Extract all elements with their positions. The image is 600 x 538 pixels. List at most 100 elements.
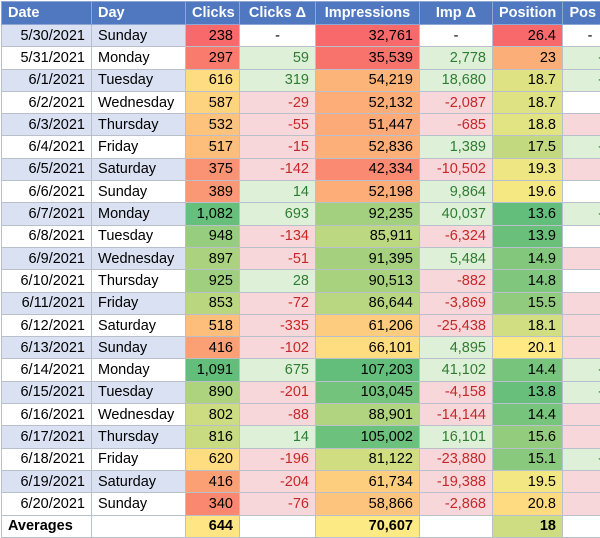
header-row: Date Day Clicks Clicks Δ Impressions Imp… xyxy=(2,2,600,25)
date-cell: 6/5/2021 xyxy=(2,158,92,180)
impressions-cell: 61,206 xyxy=(316,314,420,336)
averages-pos-delta-empty xyxy=(563,515,600,537)
date-cell: 6/2/2021 xyxy=(2,91,92,113)
header-imp-delta: Imp Δ xyxy=(420,2,493,25)
pos-delta-cell: 0 xyxy=(563,181,600,203)
impressions-cell: 85,911 xyxy=(316,225,420,247)
imp-delta-cell: -23,880 xyxy=(420,448,493,470)
imp-delta-cell: 1,389 xyxy=(420,136,493,158)
clicks-delta-cell: 675 xyxy=(240,359,316,381)
clicks-delta-cell: -88 xyxy=(240,404,316,426)
clicks-delta-cell: 319 xyxy=(240,69,316,91)
imp-delta-cell: 5,484 xyxy=(420,247,493,269)
clicks-cell: 587 xyxy=(186,91,240,113)
imp-delta-cell: -19,388 xyxy=(420,470,493,492)
date-cell: 6/13/2021 xyxy=(2,337,92,359)
imp-delta-cell: -14,144 xyxy=(420,404,493,426)
day-cell: Wednesday xyxy=(92,247,186,269)
date-cell: 5/30/2021 xyxy=(2,25,92,47)
date-cell: 6/6/2021 xyxy=(2,181,92,203)
clicks-cell: 620 xyxy=(186,448,240,470)
position-cell: 19.5 xyxy=(493,470,563,492)
header-clicks-delta: Clicks Δ xyxy=(240,2,316,25)
clicks-delta-cell: 14 xyxy=(240,426,316,448)
day-cell: Monday xyxy=(92,203,186,225)
clicks-cell: 238 xyxy=(186,25,240,47)
impressions-cell: 58,866 xyxy=(316,493,420,515)
position-cell: 14.4 xyxy=(493,404,563,426)
clicks-delta-cell: -102 xyxy=(240,337,316,359)
clicks-delta-cell: 28 xyxy=(240,270,316,292)
averages-day-empty xyxy=(92,515,186,537)
date-cell: 6/14/2021 xyxy=(2,359,92,381)
date-cell: 6/9/2021 xyxy=(2,247,92,269)
date-cell: 5/31/2021 xyxy=(2,47,92,69)
pos-delta-cell: 0 xyxy=(563,91,600,113)
date-cell: 6/12/2021 xyxy=(2,314,92,336)
clicks-cell: 925 xyxy=(186,270,240,292)
day-cell: Thursday xyxy=(92,114,186,136)
averages-position: 18 xyxy=(493,515,563,537)
position-cell: 19.6 xyxy=(493,181,563,203)
averages-impressions: 70,607 xyxy=(316,515,420,537)
clicks-delta-cell: -204 xyxy=(240,470,316,492)
pos-delta-cell: 1 xyxy=(563,247,600,269)
clicks-delta-cell: -196 xyxy=(240,448,316,470)
clicks-delta-cell: -15 xyxy=(240,136,316,158)
date-cell: 6/17/2021 xyxy=(2,426,92,448)
date-cell: 6/1/2021 xyxy=(2,69,92,91)
header-position: Position xyxy=(493,2,563,25)
averages-clicks: 644 xyxy=(186,515,240,537)
day-cell: Tuesday xyxy=(92,69,186,91)
date-cell: 6/19/2021 xyxy=(2,470,92,492)
pos-delta-cell: -1 xyxy=(563,381,600,403)
day-cell: Sunday xyxy=(92,337,186,359)
impressions-cell: 86,644 xyxy=(316,292,420,314)
clicks-cell: 340 xyxy=(186,493,240,515)
pos-delta-cell: -4 xyxy=(563,69,600,91)
imp-delta-cell: -3,869 xyxy=(420,292,493,314)
position-cell: 13.9 xyxy=(493,225,563,247)
position-cell: 18.8 xyxy=(493,114,563,136)
day-cell: Friday xyxy=(92,136,186,158)
impressions-cell: 35,539 xyxy=(316,47,420,69)
imp-delta-cell: 16,101 xyxy=(420,426,493,448)
clicks-cell: 517 xyxy=(186,136,240,158)
day-cell: Monday xyxy=(92,47,186,69)
pos-delta-cell: 1 xyxy=(563,493,600,515)
header-clicks: Clicks xyxy=(186,2,240,25)
date-cell: 6/20/2021 xyxy=(2,493,92,515)
clicks-delta-cell: - xyxy=(240,25,316,47)
date-cell: 6/15/2021 xyxy=(2,381,92,403)
pos-delta-cell: -3 xyxy=(563,47,600,69)
averages-row: Averages 644 70,607 18 xyxy=(2,515,600,537)
day-cell: Friday xyxy=(92,448,186,470)
clicks-cell: 816 xyxy=(186,426,240,448)
impressions-cell: 42,334 xyxy=(316,158,420,180)
date-cell: 6/8/2021 xyxy=(2,225,92,247)
averages-imp-delta-empty xyxy=(420,515,493,537)
impressions-cell: 51,447 xyxy=(316,114,420,136)
day-cell: Friday xyxy=(92,292,186,314)
position-cell: 13.6 xyxy=(493,203,563,225)
clicks-cell: 375 xyxy=(186,158,240,180)
date-cell: 6/7/2021 xyxy=(2,203,92,225)
pos-delta-cell: -1 xyxy=(563,136,600,158)
day-cell: Thursday xyxy=(92,270,186,292)
position-cell: 18.1 xyxy=(493,314,563,336)
impressions-cell: 61,734 xyxy=(316,470,420,492)
clicks-delta-cell: -76 xyxy=(240,493,316,515)
pos-delta-cell: 3 xyxy=(563,314,600,336)
position-cell: 20.8 xyxy=(493,493,563,515)
pos-delta-cell: 2 xyxy=(563,337,600,359)
